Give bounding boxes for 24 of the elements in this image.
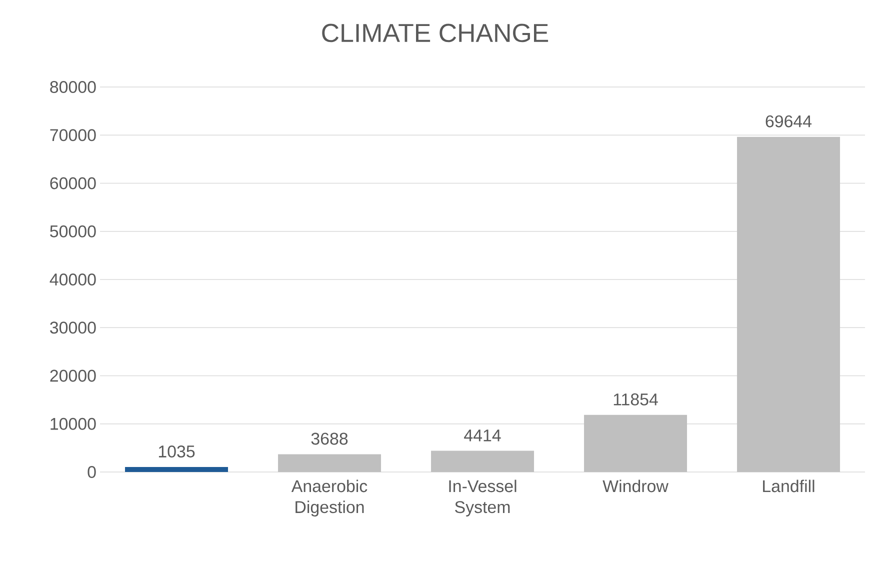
- y-tick-label: 0: [88, 466, 96, 478]
- y-tick-label: 60000: [50, 177, 96, 190]
- y-tick-label: 80000: [50, 80, 96, 93]
- x-tick-label: Anaerobic Digestion: [291, 480, 368, 516]
- bar: [125, 467, 228, 472]
- y-tick-label: 10000: [50, 418, 96, 430]
- data-label: 69644: [766, 115, 812, 128]
- y-tick-label: 70000: [50, 129, 96, 142]
- y-tick-label: 40000: [50, 273, 96, 286]
- data-label: 1035: [158, 445, 195, 458]
- y-tick-label: 30000: [50, 322, 96, 334]
- bar: [431, 450, 534, 472]
- chart-title: CLIMATE CHANGE: [322, 24, 548, 42]
- y-tick-label: 20000: [50, 370, 96, 382]
- y-tick-label: 50000: [50, 225, 96, 238]
- bar: [737, 136, 840, 472]
- x-tick-label: In-Vessel System: [449, 480, 516, 516]
- data-label: 11854: [614, 393, 658, 406]
- bar: [278, 454, 382, 472]
- x-tick-label: Landfill: [763, 480, 814, 492]
- x-tick-label: Windrow: [602, 480, 668, 492]
- bar: [584, 414, 688, 472]
- data-label: 3688: [311, 432, 348, 445]
- data-label: 4414: [464, 430, 501, 442]
